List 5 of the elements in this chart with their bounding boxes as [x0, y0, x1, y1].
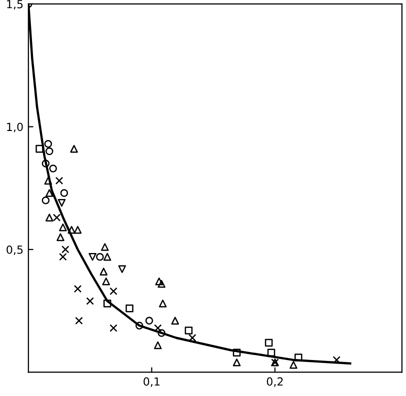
y-tick-label: 1,5: [7, 0, 23, 10]
y-tick-label: 1,0: [7, 122, 23, 132]
x-tick-label: 0,1: [144, 377, 160, 387]
x-tick-label: 0,2: [266, 377, 283, 387]
y-tick-label: 0,5: [6, 245, 23, 255]
